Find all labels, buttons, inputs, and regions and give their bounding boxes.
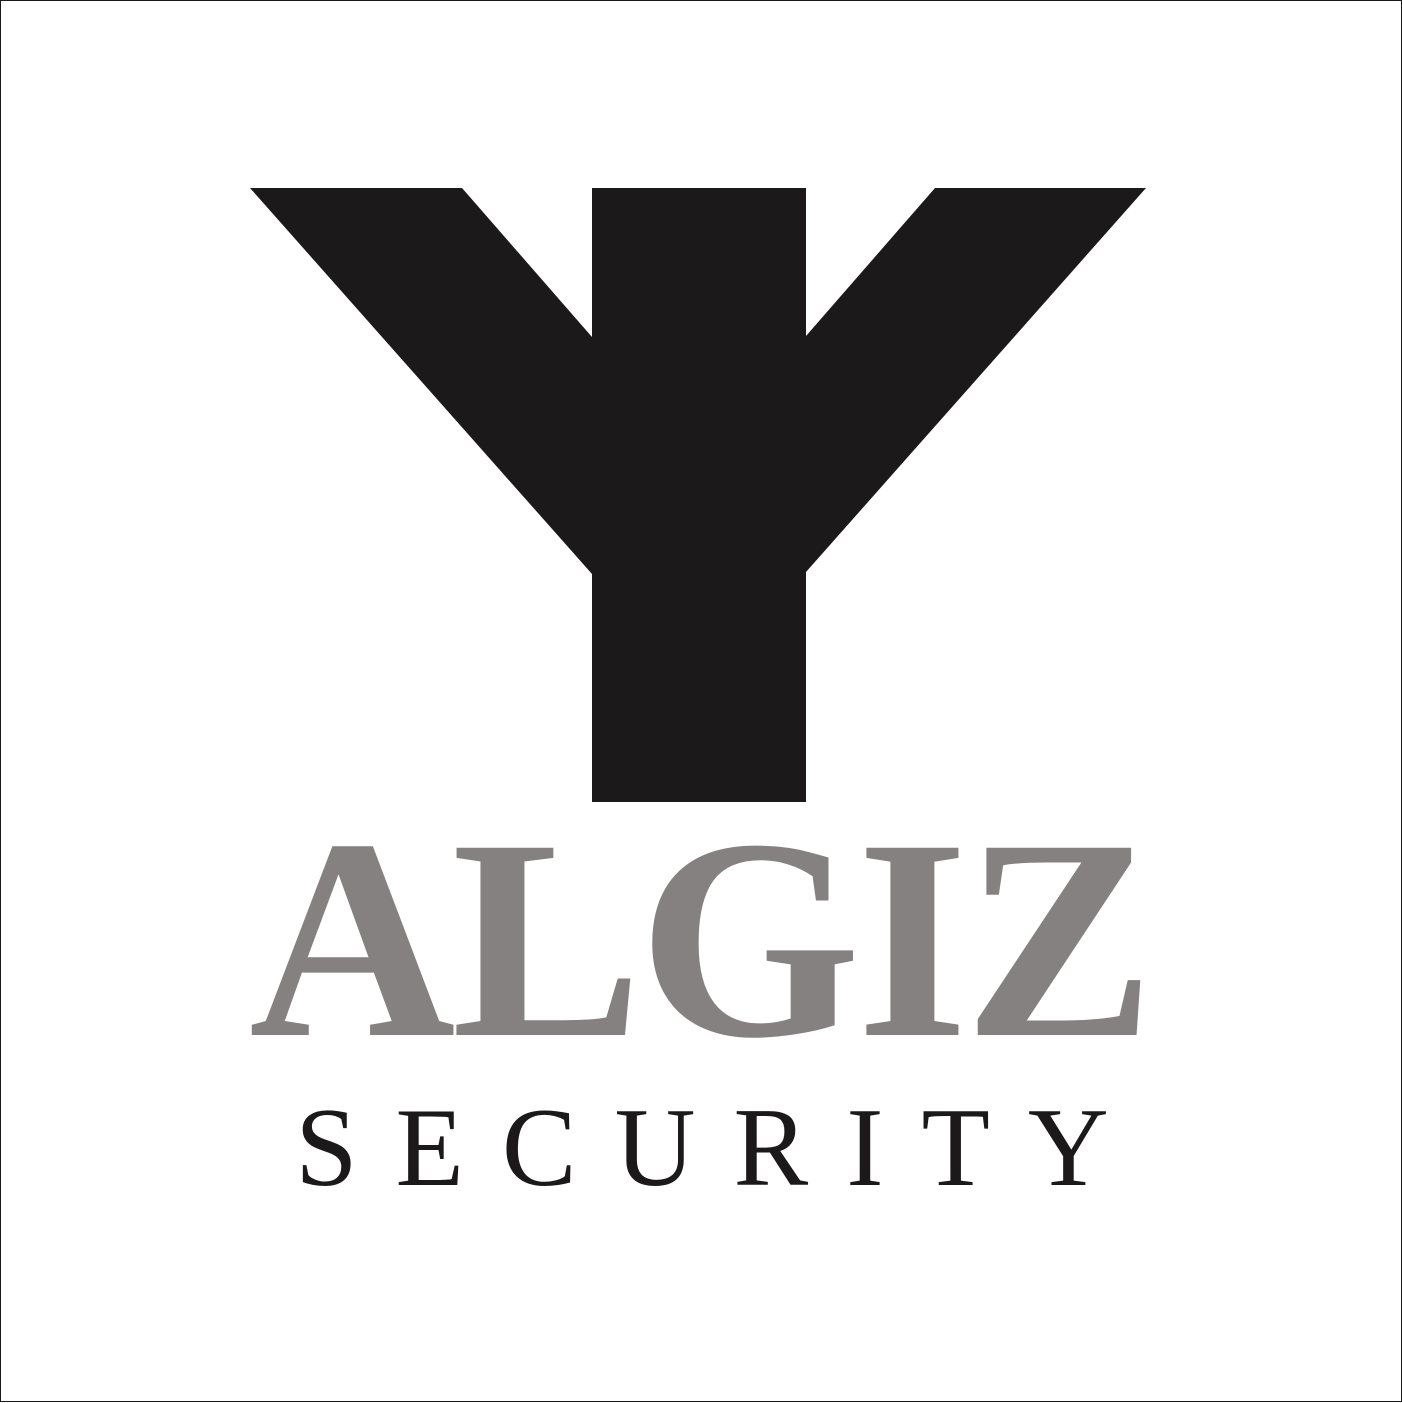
brand-name: ALGIZ [249, 780, 1155, 1097]
brand-tagline: SECURITY [295, 1086, 1147, 1210]
